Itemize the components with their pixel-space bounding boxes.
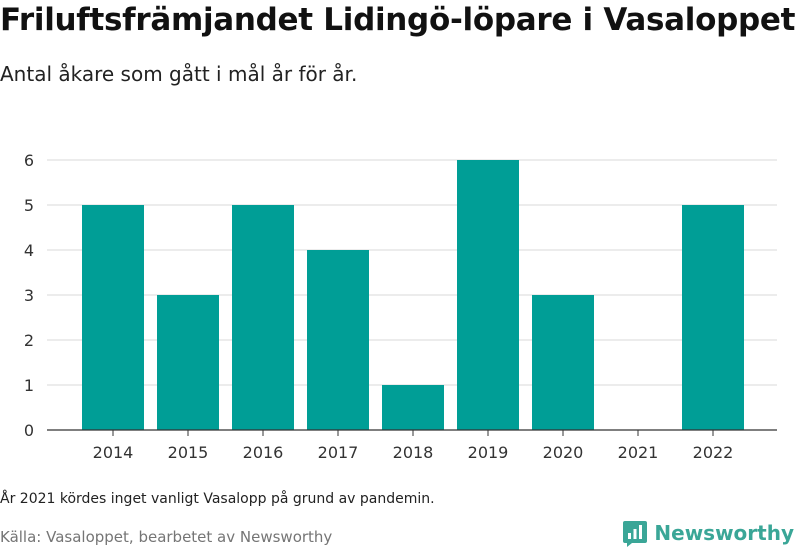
newsworthy-logo-icon (623, 521, 648, 547)
bar-2018 (382, 385, 444, 430)
x-tick-label: 2016 (243, 443, 284, 462)
bar-chart: 0 1 2 3 4 5 6 2014 2015 2016 2017 2018 2019 2020 2021 2… (24, 151, 777, 462)
bar-2022 (682, 205, 744, 430)
bar-2019 (457, 160, 519, 430)
x-tick-label: 2019 (468, 443, 509, 462)
x-tick-label: 2022 (693, 443, 734, 462)
brand-name: Newsworthy (654, 521, 794, 545)
x-tick-label: 2014 (93, 443, 134, 462)
bars (82, 160, 744, 430)
chart-subtitle: Antal åkare som gått i mål år för år. (0, 62, 358, 86)
y-tick-label: 1 (24, 376, 34, 395)
footnote: År 2021 kördes inget vanligt Vasalopp på… (0, 491, 435, 507)
bar-2017 (307, 250, 369, 430)
source-text: Källa: Vasaloppet, bearbetet av Newswort… (0, 528, 333, 546)
brand-logo[interactable]: Newsworthy (622, 519, 794, 547)
x-tick-label: 2021 (618, 443, 659, 462)
gridlines (47, 159, 777, 386)
bar-2015 (157, 295, 219, 430)
y-tick-label: 4 (24, 241, 34, 260)
y-tick-label: 0 (24, 421, 34, 440)
axes: 0 1 2 3 4 5 6 2014 2015 2016 2017 2018 2019 2020 2021 2… (24, 151, 777, 462)
bar-2020 (532, 295, 594, 430)
chart-title: Friluftsfrämjandet Lidingö-löpare i Vasa… (0, 2, 796, 38)
x-tick-label: 2020 (543, 443, 584, 462)
x-tick-label: 2017 (318, 443, 359, 462)
y-tick-label: 5 (24, 196, 34, 215)
y-tick-label: 6 (24, 151, 34, 170)
bar-2014 (82, 205, 144, 430)
y-tick-label: 2 (24, 331, 34, 350)
x-tick-label: 2018 (393, 443, 434, 462)
y-tick-label: 3 (24, 286, 34, 305)
x-tick-label: 2015 (168, 443, 209, 462)
bar-2016 (232, 205, 294, 430)
